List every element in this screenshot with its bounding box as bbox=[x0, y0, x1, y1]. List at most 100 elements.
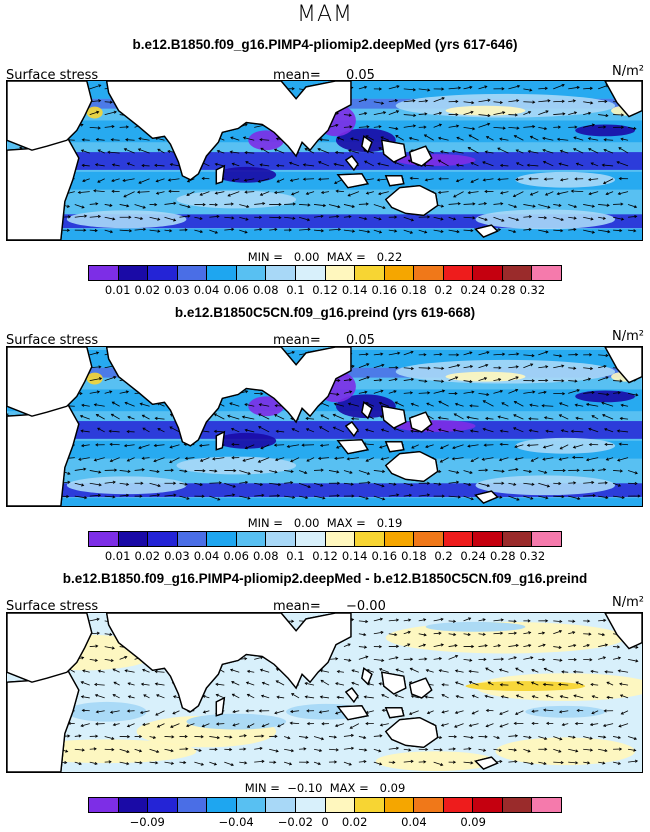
stress-contour-band bbox=[7, 498, 642, 506]
panel-1-colorbar bbox=[88, 265, 562, 281]
coastline bbox=[215, 696, 226, 717]
colorbar-swatch bbox=[502, 532, 533, 546]
panel-1-title: b.e12.B1850.f09_g16.PIMP4-pliomip2.deepM… bbox=[132, 37, 518, 52]
colorbar-swatch bbox=[502, 798, 533, 812]
coastline bbox=[361, 667, 373, 686]
season-label: MAM bbox=[296, 2, 353, 27]
stress-contour-region bbox=[445, 371, 526, 382]
colorbar-tick-label: 0.18 bbox=[401, 283, 427, 297]
coastline bbox=[336, 439, 369, 455]
stress-contour-band bbox=[7, 440, 642, 459]
coastline bbox=[474, 490, 499, 504]
stress-contour-region bbox=[395, 154, 476, 166]
stress-contour-region bbox=[216, 432, 277, 449]
diff-contour-region bbox=[375, 751, 496, 772]
colorbar-tick-label: 0.2 bbox=[434, 283, 453, 297]
diff-contour-region bbox=[425, 621, 526, 632]
colorbar-swatch bbox=[236, 798, 267, 812]
colorbar-tick-label: 0.1 bbox=[286, 549, 305, 563]
colorbar-tick-label: 0.12 bbox=[312, 283, 338, 297]
colorbar-swatch bbox=[148, 532, 178, 546]
colorbar-swatch bbox=[384, 532, 415, 546]
colorbar-tick-label: 0.18 bbox=[401, 549, 427, 563]
colorbar-swatch bbox=[443, 798, 474, 812]
colorbar-swatch bbox=[266, 266, 296, 280]
panel-2-colorbar bbox=[88, 531, 562, 547]
coastline bbox=[384, 707, 405, 719]
colorbar-swatch bbox=[118, 266, 149, 280]
coastline bbox=[215, 430, 226, 451]
colorbar-tick-label: 0.09 bbox=[460, 815, 486, 829]
stress-contour-region bbox=[445, 105, 526, 116]
colorbar-tick-label: 0.04 bbox=[401, 815, 427, 829]
colorbar-swatch bbox=[443, 532, 474, 546]
colorbar-swatch bbox=[532, 798, 561, 812]
coastline bbox=[336, 173, 369, 189]
colorbar-swatch bbox=[118, 798, 149, 812]
colorbar-swatch bbox=[236, 532, 267, 546]
colorbar-swatch bbox=[473, 266, 503, 280]
colorbar-swatch bbox=[89, 532, 119, 546]
panel-3-map bbox=[6, 612, 643, 773]
colorbar-swatch bbox=[532, 532, 561, 546]
stress-contour-region bbox=[475, 209, 616, 230]
coastline bbox=[361, 401, 373, 420]
colorbar-tick-label: 0.04 bbox=[193, 283, 220, 297]
coastline bbox=[384, 716, 439, 749]
panel-2-mean-value: 0.05 bbox=[346, 333, 375, 348]
colorbar-swatch bbox=[148, 266, 178, 280]
coastline bbox=[474, 224, 499, 238]
panel-1-variable: Surface stress bbox=[6, 68, 99, 83]
colorbar-swatch bbox=[89, 266, 119, 280]
colorbar-tick-label: 0.02 bbox=[134, 283, 161, 297]
stress-contour-region bbox=[176, 456, 297, 475]
colorbar-swatch bbox=[266, 798, 296, 812]
colorbar-swatch bbox=[355, 532, 385, 546]
diff-contour-region bbox=[186, 713, 287, 730]
coastline bbox=[384, 184, 439, 217]
colorbar-swatch bbox=[295, 798, 326, 812]
coastline bbox=[7, 81, 93, 151]
coastline bbox=[361, 135, 373, 154]
coastline bbox=[336, 705, 369, 721]
diff-contour-region bbox=[495, 737, 636, 766]
coastline bbox=[384, 450, 439, 483]
coastline bbox=[105, 347, 352, 447]
colorbar-swatch bbox=[355, 266, 385, 280]
panel-3-mean-label: mean= bbox=[273, 599, 321, 614]
coastline bbox=[604, 347, 642, 384]
colorbar-swatch bbox=[325, 798, 356, 812]
stress-contour-band bbox=[7, 152, 642, 170]
colorbar-swatch bbox=[295, 266, 326, 280]
coastline bbox=[344, 687, 359, 704]
panel-3-minmax: MIN = −0.10 MAX = 0.09 bbox=[244, 781, 406, 795]
colorbar-tick-label: 0.16 bbox=[371, 283, 398, 297]
colorbar-tick-label: 0.04 bbox=[193, 549, 220, 563]
colorbar-tick-label: 0.1 bbox=[286, 283, 305, 297]
colorbar-tick-label: 0.24 bbox=[460, 283, 486, 297]
panel-3-units: N/m² bbox=[612, 595, 644, 610]
coastline bbox=[384, 441, 405, 453]
colorbar-tick-label: 0.03 bbox=[164, 283, 190, 297]
colorbar-tick-label: 0.32 bbox=[519, 549, 546, 563]
colorbar-tick-label: 0 bbox=[321, 815, 329, 829]
colorbar-tick-label: 0.06 bbox=[223, 549, 249, 563]
coastline bbox=[7, 613, 93, 683]
coastline bbox=[7, 347, 93, 417]
colorbar-swatch bbox=[473, 798, 503, 812]
colorbar-swatch bbox=[177, 798, 208, 812]
panel-3-colorbar-ticks: −0.09 −0.04 −0.02 0 0.02 0.04 0.09 bbox=[88, 815, 562, 829]
colorbar-tick-label: 0.28 bbox=[489, 283, 516, 297]
panel-1-colorbar-ticks: 0.01 0.02 0.03 0.04 0.06 0.08 0.1 0.12 0.14 0.16 0… bbox=[88, 283, 562, 297]
colorbar-tick-label: 0.32 bbox=[519, 283, 546, 297]
colorbar-swatch bbox=[355, 798, 385, 812]
colorbar-swatch bbox=[177, 532, 208, 546]
panel-3-title: b.e12.B1850.f09_g16.PIMP4-pliomip2.deepM… bbox=[62, 571, 588, 586]
colorbar-swatch bbox=[325, 532, 356, 546]
stress-contour-region bbox=[66, 210, 187, 229]
stress-contour-region bbox=[176, 190, 297, 209]
colorbar-tick-label: 0.14 bbox=[341, 549, 368, 563]
panel-2-map bbox=[6, 346, 643, 507]
panel-2-variable: Surface stress bbox=[6, 333, 99, 348]
stress-contour-region bbox=[575, 390, 636, 403]
